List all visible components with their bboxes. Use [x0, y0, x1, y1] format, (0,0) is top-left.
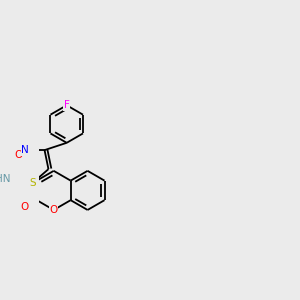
Text: O: O — [14, 150, 22, 160]
Text: HN: HN — [0, 174, 11, 184]
Text: N: N — [21, 145, 29, 155]
Text: S: S — [29, 178, 36, 188]
Text: F: F — [64, 100, 70, 110]
Text: O: O — [20, 202, 28, 212]
Text: O: O — [50, 205, 58, 215]
